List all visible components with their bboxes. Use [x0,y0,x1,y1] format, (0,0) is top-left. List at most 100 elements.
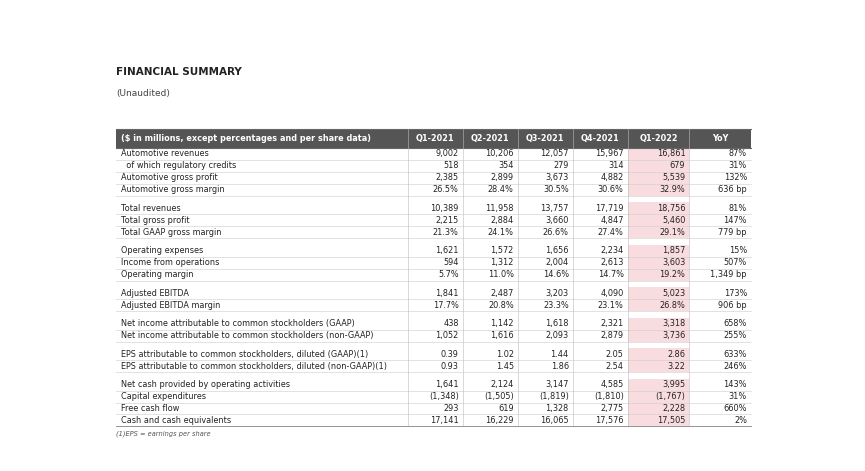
Text: FINANCIAL SUMMARY: FINANCIAL SUMMARY [116,67,242,77]
Bar [628,160,689,172]
Text: Q4-2021: Q4-2021 [581,134,619,143]
Text: 2,234: 2,234 [600,246,624,255]
Bar [116,226,407,238]
Text: Net income attributable to common stockholders (non-GAAP): Net income attributable to common stockh… [121,331,374,340]
Text: 5,460: 5,460 [662,216,685,225]
Text: 1,312: 1,312 [490,258,514,267]
Text: 1,052: 1,052 [435,331,458,340]
Bar [628,196,689,203]
Bar [573,390,628,403]
Bar [463,257,518,268]
Text: Capital expenditures: Capital expenditures [121,392,206,401]
Bar [407,226,463,238]
Bar [689,330,751,341]
Text: 132%: 132% [724,173,747,182]
Bar [689,414,751,426]
Text: 1,621: 1,621 [435,246,458,255]
Text: 1,641: 1,641 [435,380,458,389]
Bar [573,203,628,214]
Text: 27.4%: 27.4% [598,228,624,237]
Bar [116,203,407,214]
Text: 16,229: 16,229 [485,416,514,425]
Text: 2%: 2% [734,416,747,425]
Text: 255%: 255% [724,331,747,340]
Bar [573,317,628,330]
Bar [116,414,407,426]
Bar [689,129,751,148]
Text: 15,967: 15,967 [595,149,624,158]
Text: 30.5%: 30.5% [543,185,568,195]
Bar [518,311,573,317]
Bar [518,281,573,287]
Text: 14.6%: 14.6% [542,270,568,279]
Text: 2,321: 2,321 [600,319,624,328]
Bar [116,360,407,372]
Bar [573,379,628,390]
Text: 26.5%: 26.5% [432,185,458,195]
Text: 2,124: 2,124 [490,380,514,389]
Bar [463,414,518,426]
Bar [628,203,689,214]
Text: 1,328: 1,328 [546,404,568,413]
Text: 5,023: 5,023 [663,289,685,298]
Bar [407,238,463,245]
Text: 2,613: 2,613 [600,258,624,267]
Bar [628,214,689,226]
Text: 279: 279 [554,162,568,171]
Text: (Unaudited): (Unaudited) [116,89,170,98]
Text: 594: 594 [443,258,458,267]
Bar [116,379,407,390]
Text: 16,861: 16,861 [657,149,685,158]
Bar [689,299,751,311]
Bar [628,257,689,268]
Text: 507%: 507% [724,258,747,267]
Bar [518,148,573,160]
Text: 26.8%: 26.8% [659,300,685,309]
Text: Q3-2021: Q3-2021 [526,134,564,143]
Bar [463,317,518,330]
Text: 20.8%: 20.8% [488,300,514,309]
Text: Operating margin: Operating margin [121,270,194,279]
Bar [628,311,689,317]
Bar [116,238,407,245]
Bar [407,287,463,299]
Text: 293: 293 [444,404,458,413]
Text: 2.05: 2.05 [606,349,624,358]
Bar [628,390,689,403]
Text: Adjusted EBITDA: Adjusted EBITDA [121,289,189,298]
Bar [518,196,573,203]
Bar [463,203,518,214]
Bar [407,341,463,348]
Text: 1,349 bp: 1,349 bp [710,270,747,279]
Bar [518,317,573,330]
Bar [628,372,689,379]
Bar [628,348,689,360]
Bar [407,184,463,196]
Bar [518,287,573,299]
Text: Q1-2021: Q1-2021 [416,134,454,143]
Bar [116,172,407,184]
Text: 31%: 31% [728,162,747,171]
Text: 23.1%: 23.1% [598,300,624,309]
Bar [116,287,407,299]
Bar [407,196,463,203]
Text: 1.44: 1.44 [550,349,568,358]
Text: 10,206: 10,206 [485,149,514,158]
Text: 4,847: 4,847 [600,216,624,225]
Bar [116,196,407,203]
Text: 147%: 147% [723,216,747,225]
Text: 12,057: 12,057 [541,149,568,158]
Text: 4,090: 4,090 [600,289,624,298]
Bar [573,372,628,379]
Bar [628,330,689,341]
Bar [518,379,573,390]
Bar [463,160,518,172]
Bar [116,214,407,226]
Text: 3,673: 3,673 [546,173,568,182]
Bar [628,172,689,184]
Bar [628,148,689,160]
Bar [518,160,573,172]
Text: Total GAAP gross margin: Total GAAP gross margin [121,228,221,237]
Bar [407,379,463,390]
Text: 31%: 31% [728,392,747,401]
